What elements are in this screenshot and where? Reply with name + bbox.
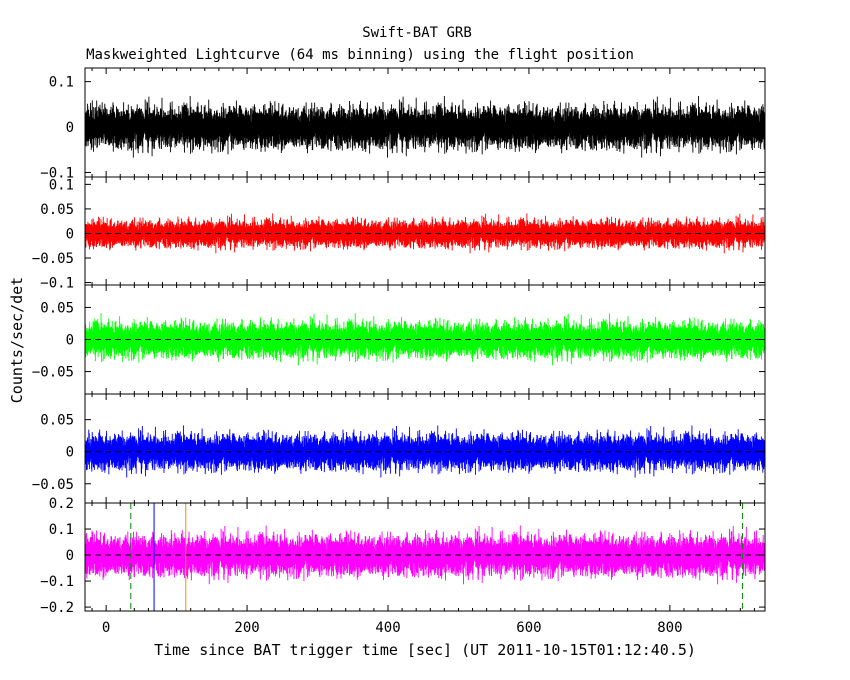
y-tick-label: 0.05 xyxy=(40,413,74,429)
x-tick-label: 600 xyxy=(516,620,541,636)
y-tick-label: 0 xyxy=(66,445,74,461)
y-tick-label: −0.1 xyxy=(40,165,74,181)
y-tick-label: −0.05 xyxy=(32,477,74,493)
x-tick-label: 0 xyxy=(102,620,110,636)
y-tick-label: −0.1 xyxy=(40,276,74,292)
series-trace xyxy=(85,96,765,158)
chart-title: Swift-BAT GRB xyxy=(362,25,472,41)
y-tick-label: 0 xyxy=(66,120,74,136)
series-trace xyxy=(85,525,765,585)
y-tick-label: 0 xyxy=(66,548,74,564)
series-trace xyxy=(85,313,765,366)
y-tick-label: −0.1 xyxy=(40,574,74,590)
panel-2: 0.1 0.05 0 −0.05 −0.1 xyxy=(32,176,766,292)
series-trace xyxy=(85,213,765,254)
y-tick-label: 0.1 xyxy=(49,177,74,193)
y-tick-label: −0.05 xyxy=(32,365,74,381)
y-tick-label: 0.1 xyxy=(49,522,74,538)
y-tick-label: 0 xyxy=(66,333,74,349)
series-trace xyxy=(85,425,765,478)
x-axis-label: Time since BAT trigger time [sec] (UT 20… xyxy=(154,641,696,659)
y-tick-label: 0.1 xyxy=(49,75,74,91)
x-tick-label: 400 xyxy=(375,620,400,636)
y-tick-label: 0.2 xyxy=(49,496,74,512)
chart-subtitle: Maskweighted Lightcurve (64 ms binning) … xyxy=(86,47,634,63)
panel-frame xyxy=(84,502,766,612)
x-tick-label: 200 xyxy=(234,620,259,636)
y-tick-label: 0.05 xyxy=(40,300,74,316)
panel-4: 0.05 0 −0.05 xyxy=(32,393,766,504)
y-tick-label: 0.05 xyxy=(40,202,74,218)
x-tick-label: 800 xyxy=(657,620,682,636)
panel-3: 0.05 0 −0.05 xyxy=(32,284,766,395)
panels: 0.10−0.10.10.050−0.05−0.10.050−0.050.050… xyxy=(32,67,766,636)
y-tick-label: 0 xyxy=(66,226,74,242)
y-axis-label: Counts/sec/det xyxy=(8,277,26,403)
panel-1: 0.1 0 −0.1 xyxy=(40,67,766,181)
y-tick-label: −0.05 xyxy=(32,251,74,267)
panel-5: 0.2 0.1 0 −0.1 −0.2 xyxy=(40,496,766,616)
y-tick-label: −0.2 xyxy=(40,600,74,616)
